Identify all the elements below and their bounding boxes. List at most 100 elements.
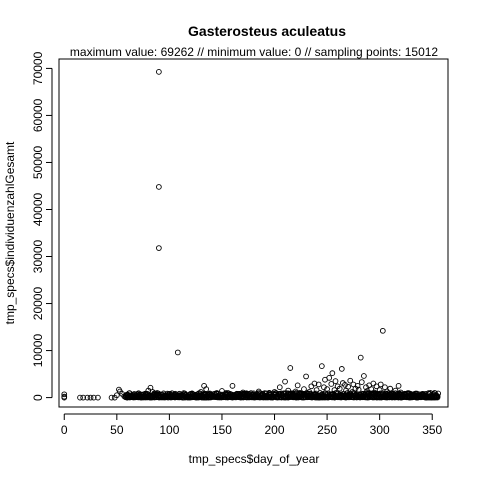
- data-point: [345, 383, 351, 390]
- data-point: [161, 394, 167, 400]
- y-tick-label: 40000: [31, 192, 45, 226]
- data-point: [61, 394, 68, 401]
- data-point: [355, 386, 362, 393]
- data-point: [229, 382, 236, 389]
- data-point: [315, 381, 322, 388]
- data-point: [387, 385, 394, 392]
- data-point: [384, 388, 390, 395]
- x-tick-label: 0: [61, 423, 68, 437]
- data-point: [271, 389, 278, 395]
- data-point: [361, 373, 367, 379]
- data-point: [287, 365, 294, 371]
- data-point: [166, 392, 173, 399]
- data-point: [234, 390, 241, 397]
- data-point: [174, 349, 181, 356]
- data-point: [329, 370, 336, 376]
- y-tick-label: 20000: [31, 287, 45, 321]
- x-tick-label: 350: [422, 423, 442, 437]
- data-point: [358, 379, 365, 385]
- x-tick-label: 250: [317, 423, 337, 437]
- data-points: [61, 69, 442, 401]
- data-point: [156, 245, 162, 251]
- data-point: [399, 391, 406, 398]
- chart-title: Gasterosteus aculeatus: [188, 23, 346, 39]
- data-point: [95, 394, 101, 401]
- data-point: [376, 387, 383, 393]
- data-point: [153, 393, 160, 400]
- data-point: [203, 386, 210, 392]
- data-point: [266, 390, 273, 396]
- data-point: [224, 391, 231, 398]
- data-point: [408, 392, 415, 399]
- data-point: [434, 393, 441, 400]
- data-point: [156, 184, 162, 190]
- data-point: [336, 385, 343, 392]
- y-axis: 0 10000 20000 30000 40000 50000 60000 70000: [31, 51, 53, 401]
- data-point: [379, 327, 386, 334]
- data-point: [250, 390, 257, 397]
- y-tick-label: 70000: [31, 51, 45, 85]
- data-point: [187, 390, 194, 397]
- data-point: [156, 69, 162, 75]
- data-point: [90, 394, 97, 401]
- data-point: [177, 392, 183, 399]
- data-point: [292, 388, 299, 395]
- data-point: [171, 391, 178, 398]
- data-point: [303, 373, 309, 380]
- data-point: [135, 394, 141, 400]
- data-point: [192, 391, 199, 398]
- data-point: [240, 389, 246, 396]
- data-point: [338, 366, 345, 372]
- y-tick-label: 60000: [31, 98, 45, 132]
- data-point: [87, 394, 94, 401]
- data-point: [392, 387, 399, 394]
- data-point: [245, 391, 252, 398]
- plot-frame: [58, 58, 449, 408]
- data-point: [306, 389, 313, 395]
- data-point: [113, 392, 120, 399]
- data-point: [198, 389, 204, 395]
- data-point: [121, 393, 128, 400]
- data-point: [77, 394, 83, 401]
- data-point: [313, 387, 320, 393]
- data-point: [431, 394, 438, 400]
- data-point: [332, 378, 339, 384]
- data-point: [370, 380, 377, 387]
- data-point: [318, 363, 325, 369]
- y-tick-label: 0: [31, 394, 45, 401]
- data-point: [324, 386, 330, 392]
- data-point: [418, 393, 425, 400]
- x-tick-label: 100: [159, 423, 179, 437]
- x-tick-label: 200: [265, 423, 285, 437]
- data-point: [294, 382, 301, 389]
- data-point: [328, 381, 335, 387]
- data-point: [124, 394, 131, 401]
- data-point: [326, 374, 333, 381]
- x-tick-label: 50: [110, 423, 124, 437]
- data-point: [255, 388, 262, 395]
- data-point: [395, 382, 402, 389]
- x-axis-label: tmp_specs$day_of_year: [189, 452, 320, 466]
- x-tick-label: 300: [370, 423, 390, 437]
- y-tick-label: 10000: [31, 334, 45, 368]
- data-point: [219, 388, 225, 394]
- data-point: [420, 393, 427, 400]
- data-point: [349, 389, 356, 395]
- data-point: [427, 393, 433, 400]
- x-axis: 0 50 100 150 200 250 300 350: [61, 413, 443, 437]
- data-point: [347, 377, 354, 384]
- data-point: [371, 389, 378, 396]
- data-point: [389, 390, 396, 397]
- data-point: [354, 382, 361, 389]
- data-point: [276, 384, 283, 391]
- data-point: [208, 392, 215, 399]
- data-point: [158, 393, 164, 400]
- data-point: [84, 394, 91, 401]
- chart-subtitle: maximum value: 69262 // minimum value: 0…: [70, 45, 439, 59]
- data-point: [129, 393, 136, 400]
- y-axis-label: tmp_specs$individuenzahlGesamt: [3, 141, 17, 324]
- data-point: [424, 394, 430, 400]
- y-tick-label: 50000: [31, 145, 45, 179]
